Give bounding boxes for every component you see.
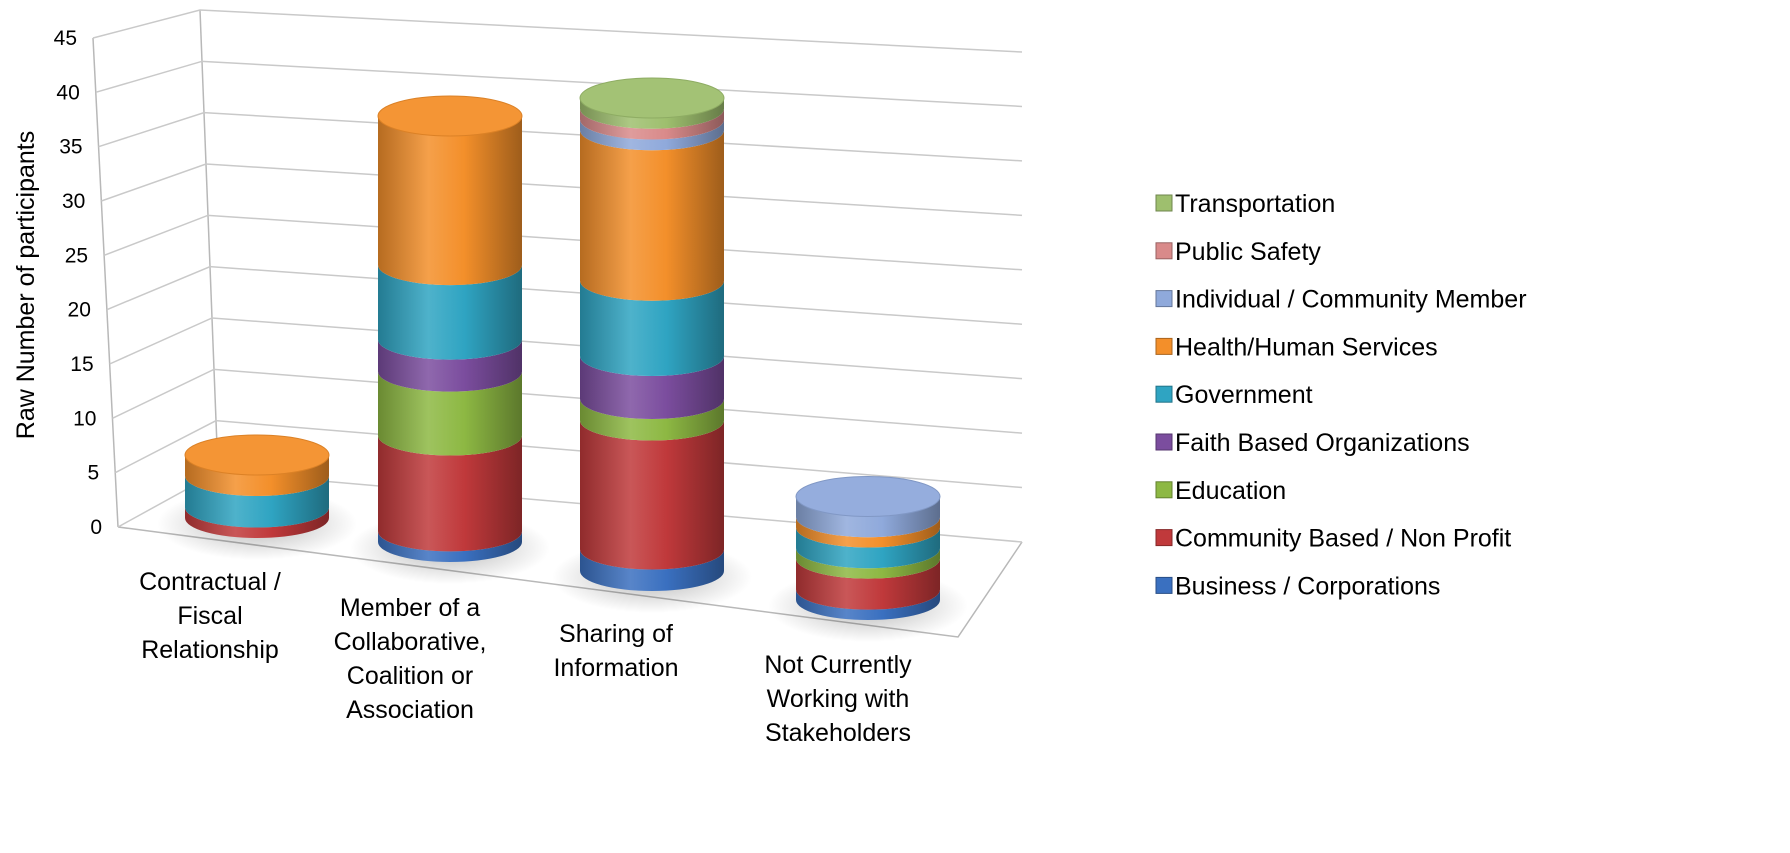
legend-label: Health/Human Services [1175, 333, 1438, 361]
bar-segment-health-human-services [796, 517, 940, 548]
legend: Transportation Public Safety Individual / … [1155, 190, 1527, 600]
bar-segment-education [796, 548, 940, 579]
y-axis-ticks: 0 5 10 15 20 25 30 35 40 45 [54, 27, 102, 539]
y-axis-label: Raw Number of participants [12, 131, 40, 439]
legend-item-faith-based-organizations: Faith Based Organizations [1155, 429, 1470, 457]
category-label: Member of a Collaborative, Coalition or Ass… [334, 594, 487, 724]
legend-item-government: Government [1155, 381, 1313, 409]
y-tick-label: 30 [62, 190, 85, 213]
bar-2 [552, 77, 752, 613]
bar-3 [768, 476, 968, 642]
gridline [98, 111, 1023, 162]
legend-label: Community Based / Non Profit [1175, 525, 1511, 553]
bar-segment-government [185, 476, 329, 528]
bar-segment-business-corporations [580, 549, 724, 591]
legend-swatch [1155, 194, 1173, 212]
category-label: Contractual / Fiscal Relationship [139, 568, 281, 664]
legend-item-education: Education [1155, 477, 1286, 505]
bar-segment-faith-based-organizations [580, 356, 724, 419]
bar-segment-community-based-non-profit [796, 558, 940, 610]
bar-1 [350, 95, 550, 584]
bar-segment-public-safety [580, 108, 724, 140]
gridline [92, 9, 1023, 53]
bar-segment-faith-based-organizations [378, 339, 522, 392]
legend-label: Transportation [1175, 190, 1335, 218]
bar-segment-business-corporations [796, 589, 940, 620]
category-label: Not Currently Working with Stakeholders [764, 651, 912, 747]
y-tick-label: 15 [70, 353, 93, 376]
y-tick-label: 20 [68, 299, 91, 322]
legend-label: Public Safety [1175, 238, 1321, 266]
bar-segment-transportation [580, 98, 724, 129]
legend-item-public-safety: Public Safety [1155, 238, 1321, 266]
bar-segment-individual-community-member [580, 119, 724, 151]
gridline [101, 163, 1023, 217]
bar-segment-business-corporations [378, 531, 522, 562]
category-labels: Contractual / Fiscal Relationship Member of… [139, 568, 912, 747]
gridline [114, 419, 1023, 489]
bar-top [579, 77, 725, 119]
bar-segment-community-based-non-profit [378, 435, 522, 552]
legend-swatch [1155, 433, 1173, 451]
gridline [109, 317, 1023, 380]
legend-item-health-human-services: Health/Human Services [1155, 333, 1438, 361]
bar-0 [157, 434, 357, 560]
category-label: Sharing of Information [553, 620, 678, 682]
bar-segment-education [378, 371, 522, 456]
legend-swatch [1155, 529, 1173, 547]
bar-segment-health-human-services [580, 130, 724, 301]
gridline [95, 60, 1023, 108]
legend-label: Faith Based Organizations [1175, 429, 1470, 457]
bars [157, 77, 968, 642]
y-tick-label: 35 [59, 136, 82, 159]
legend-swatch [1155, 290, 1173, 308]
left-wall-edge [92, 37, 119, 528]
legend-item-business-corporations: Business / Corporations [1155, 572, 1440, 600]
bar-segment-government [378, 265, 522, 360]
bar-segment-education [580, 399, 724, 441]
bar-top [795, 476, 941, 517]
legend-item-transportation: Transportation [1155, 190, 1335, 218]
legend-swatch [1155, 385, 1173, 403]
legend-item-community-based-non-profit: Community Based / Non Profit [1155, 525, 1511, 553]
bar-segment-community-based-non-profit [580, 420, 724, 570]
bar-segment-health-human-services [378, 116, 522, 286]
y-tick-label: 10 [73, 407, 96, 430]
bar-top [184, 434, 330, 476]
y-tick-label: 25 [65, 244, 88, 267]
legend-swatch [1155, 576, 1173, 594]
gridline [106, 265, 1023, 325]
y-tick-label: 0 [90, 516, 102, 539]
bar-segment-government [580, 280, 724, 376]
gridlines [92, 9, 1023, 543]
legend-swatch [1155, 242, 1173, 260]
y-tick-label: 5 [88, 462, 100, 485]
bar-top [377, 95, 523, 137]
legend-swatch [1155, 481, 1173, 499]
legend-label: Business / Corporations [1175, 572, 1440, 600]
legend-label: Individual / Community Member [1175, 286, 1527, 314]
y-tick-label: 45 [54, 27, 77, 50]
bar-segment-government [796, 527, 940, 569]
legend-swatch [1155, 337, 1173, 355]
legend-label: Government [1175, 381, 1313, 409]
gridline [103, 214, 1023, 271]
gridline [112, 368, 1023, 434]
legend-item-individual-community-member: Individual / Community Member [1155, 286, 1527, 314]
legend-label: Education [1175, 477, 1286, 505]
bar-segment-community-based-non-profit [185, 507, 329, 538]
back-wall-edge [199, 9, 219, 473]
y-tick-label: 40 [56, 81, 79, 104]
